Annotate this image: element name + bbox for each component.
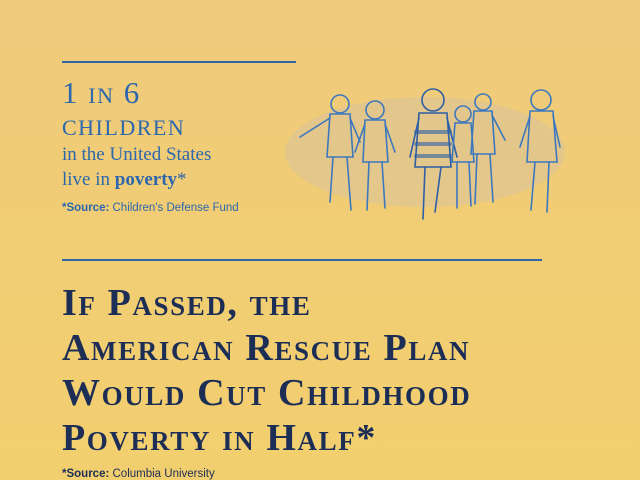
stat-emphasis: poverty [114,169,178,190]
main-headline: If Passed, the American Rescue Plan Woul… [62,281,632,461]
headline-line: Poverty in Half* [62,417,377,459]
main-source: *Source: Columbia University [62,468,215,480]
stat-text: live in [62,169,115,190]
stat-location: in the United States [62,144,212,165]
child-figure [299,94,361,211]
stat-poverty-line: live in poverty* [62,167,187,192]
child-figure [519,89,561,213]
middle-divider [62,259,542,261]
headline-line: If Passed, the [62,282,312,324]
headline-line: Would Cut Childhood [62,372,472,414]
source-value: Columbia University [109,468,215,480]
child-figure [470,93,506,205]
stat-ratio: 1 in 6 [62,75,141,110]
stat-asterisk: * [177,169,187,190]
child-figure [354,100,396,211]
child-figure [409,88,458,220]
stat-subject: children [62,107,186,142]
source-value: Children's Defense Fund [109,202,239,214]
child-figure [451,105,475,209]
stat-source: *Source: Children's Defense Fund [62,202,239,214]
source-label: *Source: [62,468,110,480]
source-label: *Source: [62,202,110,214]
wash-background [285,97,565,207]
top-divider [62,61,296,63]
children-walking-illustration [285,88,565,220]
headline-line: American Rescue Plan [62,327,471,369]
